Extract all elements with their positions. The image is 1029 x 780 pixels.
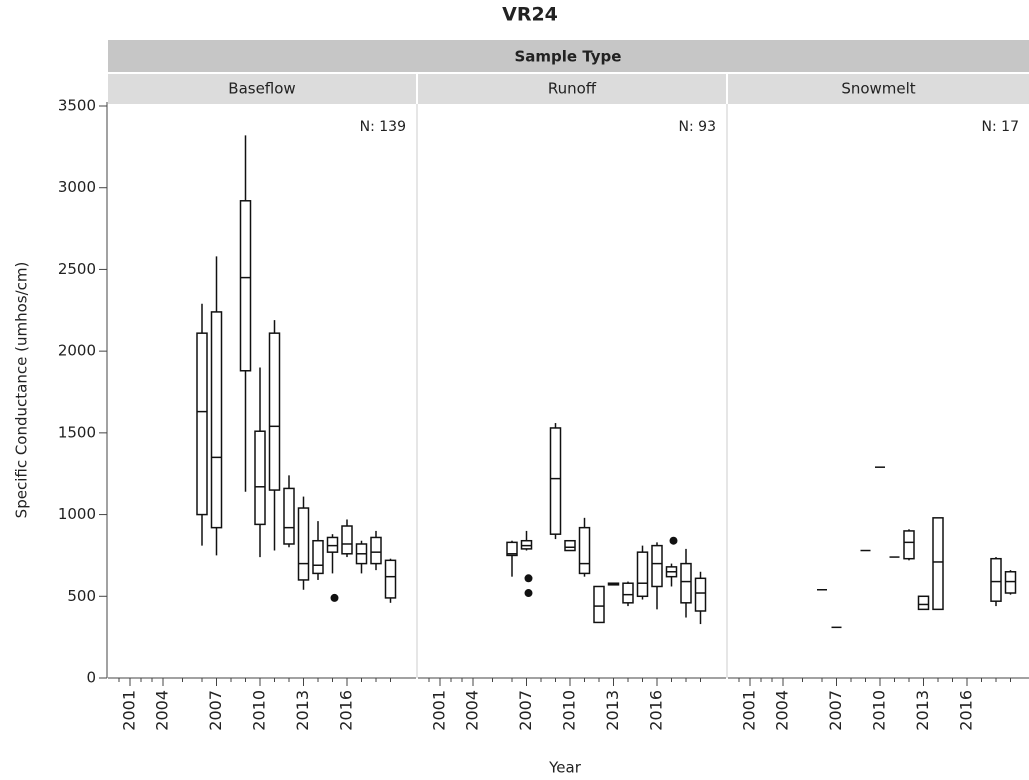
x-tick-label: 2016 <box>337 690 356 731</box>
x-tick-label: 2016 <box>647 690 666 731</box>
box <box>196 332 208 516</box>
box <box>593 585 605 624</box>
outlier <box>524 589 533 598</box>
x-tick-label: 2013 <box>603 690 622 731</box>
y-tick-label: 3500 <box>58 97 96 115</box>
panel-name: Snowmelt <box>841 80 915 98</box>
x-tick-label: 2010 <box>250 690 269 731</box>
box <box>370 536 382 565</box>
x-tick-label: 2007 <box>516 690 535 731</box>
box <box>1004 571 1017 594</box>
y-tick-label: 0 <box>86 669 96 687</box>
panel-header <box>108 74 416 104</box>
x-tick-label: 2007 <box>206 690 225 731</box>
panel-name: Baseflow <box>228 80 295 98</box>
panel-count: N: 139 <box>360 119 406 135</box>
box <box>694 577 707 612</box>
box <box>564 539 576 552</box>
box <box>297 507 310 581</box>
box <box>254 430 266 526</box>
box <box>578 526 591 575</box>
x-tick-label: 2010 <box>870 690 889 731</box>
box <box>384 559 397 599</box>
panel-count: N: 17 <box>982 119 1019 135</box>
box <box>312 539 324 575</box>
x-tick-label: 2004 <box>463 690 482 731</box>
outlier <box>524 574 533 583</box>
x-tick-label: 2001 <box>430 690 449 731</box>
x-tick-label: 2001 <box>120 690 139 731</box>
panel-header <box>728 74 1029 104</box>
box <box>917 595 930 611</box>
outlier <box>330 593 339 602</box>
box <box>636 551 649 598</box>
x-tick-label: 2004 <box>773 690 792 731</box>
box <box>506 541 518 557</box>
x-tick-label: 2010 <box>560 690 579 731</box>
y-tick-label: 3000 <box>58 178 96 196</box>
box <box>283 487 295 545</box>
outlier <box>669 536 678 545</box>
box <box>622 582 634 604</box>
box <box>268 332 281 491</box>
panel-header <box>418 74 726 104</box>
y-tick-label: 1500 <box>58 423 96 441</box>
panel-count: N: 93 <box>679 119 716 135</box>
box <box>651 544 663 588</box>
box <box>210 311 223 529</box>
panel-name: Runoff <box>548 80 597 98</box>
x-tick-label: 2004 <box>153 690 172 731</box>
y-axis-label: Specific Conductance (umhos/cm) <box>13 262 31 519</box>
box <box>520 539 533 550</box>
x-tick-label: 2007 <box>826 690 845 731</box>
y-tick-label: 2000 <box>58 342 96 360</box>
facet-header <box>108 40 1029 72</box>
box <box>239 200 252 372</box>
box <box>932 517 944 611</box>
box <box>990 557 1002 602</box>
box <box>903 530 915 560</box>
x-tick-label: 2013 <box>293 690 312 731</box>
box <box>680 562 692 604</box>
facet-title: Sample Type <box>515 48 622 66</box>
y-tick-label: 2500 <box>58 260 96 278</box>
x-tick-label: 2013 <box>913 690 932 731</box>
y-tick-label: 1000 <box>58 505 96 523</box>
x-tick-label: 2016 <box>957 690 976 731</box>
box <box>341 525 353 555</box>
box <box>326 536 339 553</box>
chart-title: VR24 <box>502 4 558 26</box>
x-axis-label: Year <box>548 759 582 777</box>
y-tick-label: 500 <box>67 587 96 605</box>
x-tick-label: 2001 <box>740 690 759 731</box>
box <box>549 427 562 535</box>
